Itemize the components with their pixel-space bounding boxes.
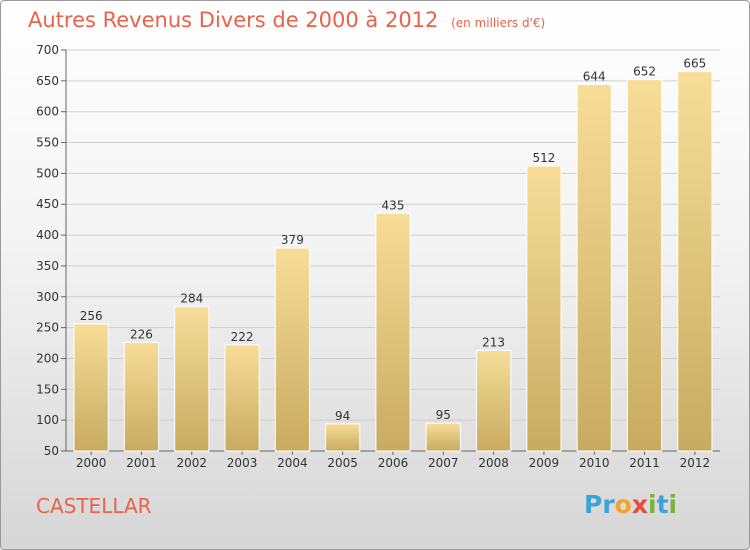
x-tick-label: 2006 [378, 456, 409, 470]
logo-letter: i [648, 490, 657, 519]
bar [677, 71, 713, 452]
logo-letter: P [584, 490, 603, 519]
bar [626, 79, 663, 452]
x-tick-label: 2003 [227, 456, 258, 470]
bar-value-label: 226 [130, 327, 153, 341]
logo-letter: x [631, 490, 648, 519]
logo-letter: i [668, 490, 678, 519]
bar [476, 349, 512, 452]
y-tick-label: 150 [36, 382, 59, 396]
city-name: CASTELLAR [36, 494, 152, 518]
bar-value-label: 379 [281, 233, 304, 247]
bar [73, 323, 109, 452]
x-tick-label: 2001 [126, 456, 157, 470]
y-tick-label: 600 [36, 105, 59, 119]
bar [375, 212, 411, 452]
title-text: Autres Revenus Divers de 2000 à 2012 [28, 8, 439, 32]
y-tick-label: 350 [36, 259, 59, 273]
y-tick-label: 550 [36, 136, 59, 150]
bar [576, 84, 612, 452]
bar-value-label: 512 [532, 151, 555, 165]
bar-value-label: 256 [80, 309, 103, 323]
x-tick-label: 2004 [277, 456, 308, 470]
x-tick-label: 2007 [428, 456, 459, 470]
logo-letter: r [602, 490, 615, 519]
bar [526, 165, 562, 452]
bar [123, 341, 160, 452]
bar [174, 306, 210, 452]
bar-value-label: 435 [382, 198, 405, 212]
y-tick-label: 400 [36, 228, 59, 242]
bar [224, 344, 260, 452]
y-tick-label: 300 [36, 290, 59, 304]
y-tick-label: 500 [36, 166, 59, 180]
y-tick-label: 50 [44, 444, 59, 458]
y-tick-label: 650 [36, 74, 59, 88]
y-tick-label: 450 [36, 197, 59, 211]
bar-value-label: 222 [231, 330, 254, 344]
x-tick-label: 2000 [76, 456, 107, 470]
bar [425, 422, 461, 452]
title-unit: (en milliers d'€) [451, 16, 546, 30]
y-tick-label: 700 [36, 43, 59, 57]
logo-letter: o [614, 490, 632, 519]
bar-value-label: 652 [633, 65, 656, 79]
bar-value-label: 665 [683, 57, 706, 71]
bar-value-label: 213 [482, 335, 505, 349]
x-tick-label: 2011 [629, 456, 660, 470]
y-tick-label: 250 [36, 321, 59, 335]
logo-letter: t [656, 490, 669, 519]
bar [325, 423, 361, 452]
x-tick-label: 2002 [176, 456, 207, 470]
bar-value-label: 644 [583, 70, 606, 84]
x-tick-label: 2005 [327, 456, 358, 470]
y-tick-label: 200 [36, 351, 59, 365]
y-tick-label: 100 [36, 413, 59, 427]
bar-value-label: 94 [335, 409, 350, 423]
bar-value-label: 284 [180, 292, 203, 306]
bar-value-label: 95 [436, 408, 451, 422]
bar [274, 247, 310, 452]
x-tick-label: 2012 [680, 456, 711, 470]
x-tick-label: 2008 [478, 456, 509, 470]
chart-title: Autres Revenus Divers de 2000 à 2012 (en… [28, 8, 545, 32]
x-tick-label: 2010 [579, 456, 610, 470]
x-tick-label: 2009 [529, 456, 560, 470]
proxiti-logo: Proxiti [584, 490, 677, 522]
